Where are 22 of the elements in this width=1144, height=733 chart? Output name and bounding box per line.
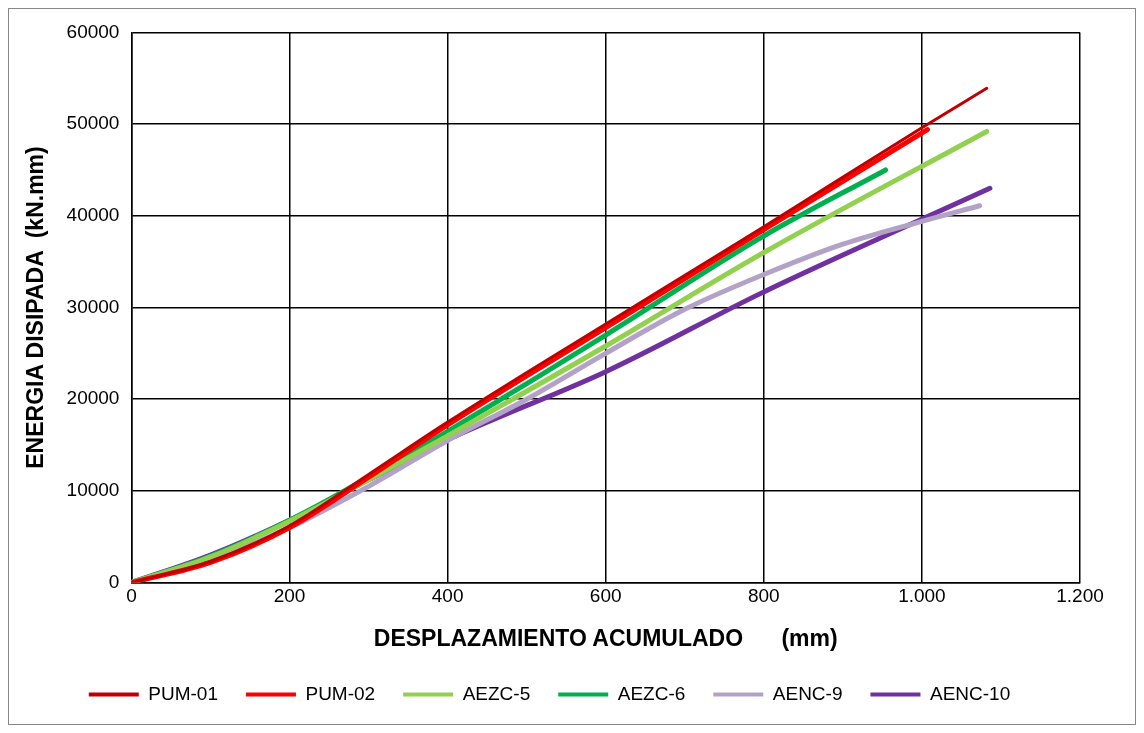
x-tick-label: 400 (431, 585, 464, 607)
x-tick-label: 600 (589, 585, 622, 607)
y-tick-label: 10000 (66, 479, 120, 501)
y-axis-title: ENERGIA DISIPADA (kN.mm) (22, 146, 49, 469)
legend-label: AEZC-5 (462, 682, 531, 704)
y-tick-label: 50000 (66, 112, 120, 134)
y-tick-label: 40000 (66, 204, 120, 226)
x-tick-label: 800 (747, 585, 780, 607)
x-tick-label: 200 (273, 585, 306, 607)
legend-label: PUM-01 (148, 682, 218, 704)
y-tick-label: 30000 (66, 295, 120, 317)
legend-label: AENC-9 (772, 682, 843, 704)
legend-label: AEZC-6 (617, 682, 686, 704)
y-tick-label: 0 (108, 570, 120, 592)
legend-label: AENC-10 (929, 682, 1011, 704)
x-tick-label: 0 (126, 585, 137, 607)
y-tick-label: 60000 (66, 20, 120, 42)
legend-label: PUM-02 (305, 682, 376, 704)
x-axis-title: DESPLAZAMIENTO ACUMULADO (mm) (373, 624, 838, 651)
x-tick-label: 1.200 (1056, 585, 1104, 607)
y-tick-label: 20000 (66, 387, 120, 409)
x-tick-label: 1.000 (898, 585, 946, 607)
